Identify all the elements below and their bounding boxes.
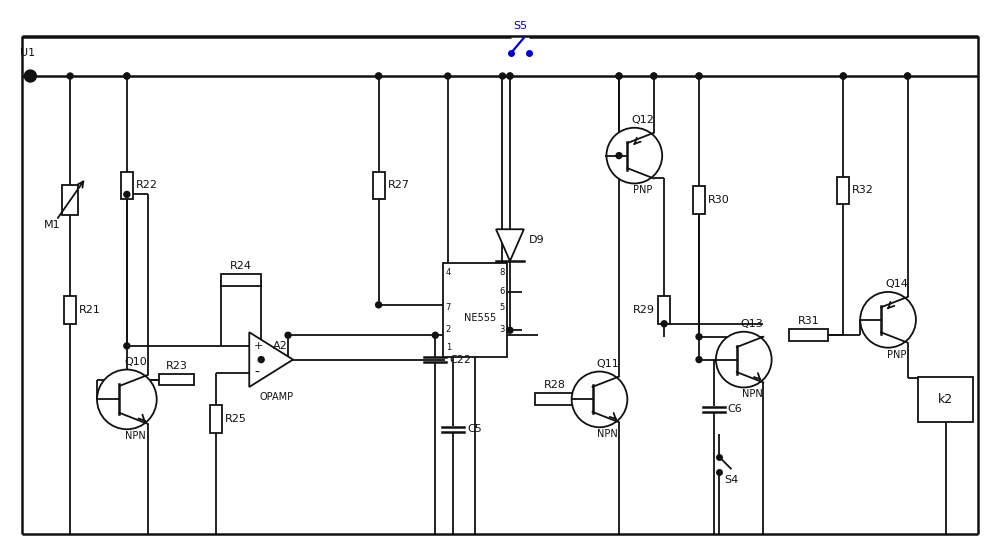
Text: 6: 6 [499,287,504,296]
Text: PNP: PNP [887,349,906,359]
Text: NPN: NPN [742,390,763,400]
Circle shape [24,70,36,82]
Text: R31: R31 [798,316,819,326]
Text: C22: C22 [449,354,471,364]
Circle shape [97,369,157,429]
Text: 3: 3 [499,325,504,334]
Circle shape [696,357,702,363]
Circle shape [124,73,130,79]
Circle shape [572,372,627,427]
Text: 5: 5 [499,304,504,312]
Bar [658,296,670,324]
Bar [837,177,849,205]
Circle shape [507,327,513,333]
Text: Q14: Q14 [885,279,908,289]
Text: 7: 7 [446,304,451,312]
Bar [64,296,76,324]
Text: A2: A2 [273,341,288,351]
Text: R32: R32 [852,186,874,196]
Bar [373,172,385,200]
Circle shape [905,73,911,79]
Text: U1: U1 [20,48,36,58]
Circle shape [376,73,382,79]
Bar [62,186,78,215]
Polygon shape [496,229,524,261]
Circle shape [376,73,382,79]
Text: R27: R27 [388,181,410,191]
Text: PNP: PNP [633,186,652,196]
Circle shape [840,73,846,79]
Circle shape [696,73,702,79]
Text: NE555: NE555 [464,313,496,323]
Text: Q11: Q11 [596,358,619,368]
Text: R23: R23 [166,361,188,371]
Circle shape [616,153,622,159]
Bar [789,329,828,340]
Circle shape [124,343,130,349]
Circle shape [67,73,73,79]
Text: S4: S4 [724,475,738,485]
Text: Q10: Q10 [124,357,147,367]
Text: NPN: NPN [597,429,618,439]
Circle shape [258,357,264,363]
Text: R30: R30 [708,196,730,205]
Circle shape [285,332,291,338]
Circle shape [606,128,662,183]
Text: R21: R21 [79,305,101,315]
Circle shape [651,73,657,79]
Text: OPAMP: OPAMP [259,392,293,402]
Circle shape [661,321,667,327]
Text: S5: S5 [513,21,527,31]
Text: D9: D9 [529,235,544,245]
Text: NPN: NPN [125,431,146,441]
Circle shape [507,73,513,79]
Circle shape [616,73,622,79]
Polygon shape [249,332,293,387]
Bar [443,263,507,357]
Circle shape [651,73,657,79]
Text: R28: R28 [544,381,566,390]
Text: Q12: Q12 [631,115,654,125]
Bar [535,394,575,405]
Circle shape [616,73,622,79]
Text: M1: M1 [44,220,60,230]
Circle shape [500,73,505,79]
Text: k2: k2 [938,393,953,406]
Text: 1: 1 [446,343,451,352]
Circle shape [124,73,130,79]
Bar [121,172,133,200]
Text: 4: 4 [446,268,451,277]
Circle shape [696,73,702,79]
Circle shape [905,73,911,79]
Circle shape [507,73,513,79]
Circle shape [696,334,702,340]
Bar [221,274,261,286]
Circle shape [445,73,451,79]
Bar [159,373,194,386]
Text: +: + [254,341,264,351]
Text: C5: C5 [467,424,482,434]
Circle shape [840,73,846,79]
Text: 8: 8 [499,268,504,277]
Circle shape [124,191,130,197]
Text: -: - [254,366,259,380]
Text: 2: 2 [446,325,451,334]
Bar [693,187,705,214]
Circle shape [860,292,916,348]
Text: R24: R24 [230,261,252,271]
Text: R25: R25 [225,414,247,424]
Text: R29: R29 [633,305,655,315]
Circle shape [432,332,438,338]
Bar [918,377,973,422]
Text: C6: C6 [728,404,743,414]
Text: R22: R22 [136,181,158,191]
Bar [210,405,222,433]
Text: Q13: Q13 [741,319,764,329]
Circle shape [376,302,382,308]
Circle shape [716,331,772,387]
